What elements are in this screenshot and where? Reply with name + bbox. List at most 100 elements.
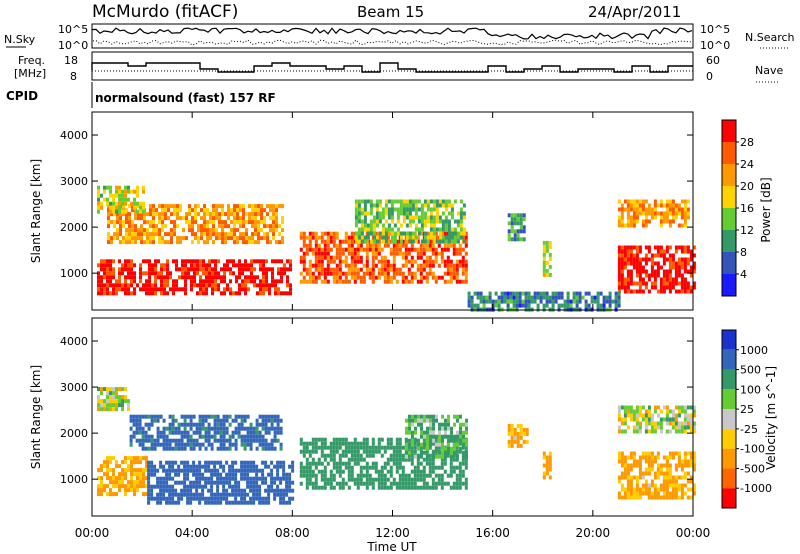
power-cbar-swatch (722, 186, 736, 208)
power-cbar-swatch (722, 164, 736, 186)
velocity-cbar-swatch (722, 389, 736, 410)
velocity-cbar-tick-label: 100 (740, 383, 761, 396)
nsky-tick-hi: 10^5 (58, 23, 88, 36)
power-ytick-label: 3000 (60, 175, 88, 188)
xtick-label: 08:00 (275, 526, 310, 540)
freq-tick-lo: 8 (70, 70, 77, 83)
velocity-y-axis-label: Slant Range [km] (29, 365, 43, 469)
nsearch-tick-hi: 10^5 (700, 23, 730, 36)
power-y-axis-label: Slant Range [km] (29, 159, 43, 263)
power-cbar-tick-label: 8 (740, 246, 747, 259)
cpid-text: normalsound (fast) 157 RF (95, 91, 276, 105)
velocity-colorbar: 1000 500 100 25 -25 -100 -500 -1000 (721, 329, 772, 509)
power-region-1 (107, 204, 284, 245)
velocity-cbar-swatch (722, 349, 736, 370)
power-cbar-tick-label: 28 (740, 136, 754, 149)
power-region-8 (617, 199, 690, 228)
power-cbar-swatch (722, 274, 736, 296)
velocity-cbar-tick-label: -1000 (740, 482, 772, 495)
power-cbar-swatch (722, 120, 736, 142)
velocity-cbar-tick-label: -25 (740, 423, 758, 436)
cpid-label: CPID (6, 89, 38, 103)
power-cbar-tick-label: 4 (740, 268, 747, 281)
power-ytick-label: 1000 (60, 267, 88, 280)
velocity-y-ticks: 4000 3000 2000 1000 (60, 335, 693, 486)
velocity-cbar-tick-label: -100 (740, 443, 765, 456)
power-region-4 (354, 199, 466, 244)
xtick-label: 16:00 (475, 526, 510, 540)
velocity-cbar-tick-label: 1000 (740, 344, 768, 357)
power-ytick-label: 4000 (60, 129, 88, 142)
power-region-6 (542, 240, 552, 277)
velocity-region-3 (97, 387, 130, 412)
velocity-region-6 (507, 423, 529, 448)
nsky-trace (91, 27, 693, 46)
power-region-2 (97, 185, 145, 214)
power-cbar-tick-label: 20 (740, 180, 754, 193)
nsearch-label: N.Search (745, 31, 795, 44)
x-axis-label: Time UT (366, 540, 417, 554)
nsearch-line (91, 39, 693, 46)
nave-tick-hi: 60 (706, 54, 720, 67)
power-cbar-tick-label: 24 (740, 158, 754, 171)
power-ytick-label: 2000 (60, 221, 88, 234)
velocity-cbar-swatch (722, 448, 736, 469)
station-title: McMurdo (fitACF) (92, 2, 238, 22)
nave-tick-lo: 0 (706, 70, 713, 83)
power-cbar-swatch (722, 142, 736, 164)
power-colorbar: 28 24 20 16 12 8 4 (721, 119, 754, 297)
date-title: 24/Apr/2011 (588, 3, 681, 21)
velocity-region-9 (617, 405, 696, 434)
power-region-7 (617, 245, 696, 294)
velocity-region-5 (405, 414, 468, 459)
velocity-region-1 (147, 460, 295, 505)
velocity-cbar-swatch (722, 330, 736, 350)
velocity-ytick-label: 2000 (60, 427, 88, 440)
velocity-cbar-tick-label: 25 (740, 403, 754, 416)
nsky-line (91, 27, 693, 40)
velocity-heatmap (97, 387, 696, 505)
velocity-ytick-label: 4000 (60, 335, 88, 348)
velocity-cbar-tick-label: -500 (740, 462, 765, 475)
xtick-label: 04:00 (175, 526, 210, 540)
xtick-label: 00:00 (75, 526, 110, 540)
power-cbar-swatch (722, 252, 736, 274)
power-region-5 (507, 213, 526, 242)
power-y-ticks: 4000 3000 2000 1000 (60, 129, 693, 280)
velocity-cbar-swatch (722, 428, 736, 449)
xtick-label: 00:00 (676, 526, 711, 540)
velocity-cbar-tick-label: 500 (740, 364, 761, 377)
velocity-ytick-label: 3000 (60, 381, 88, 394)
velocity-cbar-swatch (722, 488, 736, 508)
power-region-0 (97, 259, 292, 296)
velocity-region-7 (542, 451, 552, 480)
nave-label: Nave (755, 64, 783, 77)
freq-unit-label: [MHz] (14, 67, 46, 80)
x-axis-ticks: 00:00 04:00 08:00 12:00 16:00 20:00 00:00 (75, 112, 711, 540)
velocity-cbar-swatch (722, 409, 736, 429)
velocity-region-0 (97, 456, 148, 497)
freq-label: Freq. (18, 54, 45, 67)
velocity-cbar-frame (721, 329, 737, 509)
velocity-region-2 (129, 414, 283, 451)
freq-trace (91, 62, 693, 73)
power-cbar-swatch (722, 230, 736, 252)
power-cbar-swatch (722, 208, 736, 230)
velocity-region-4 (299, 437, 468, 490)
nsky-strip-frame (91, 23, 694, 49)
freq-line (91, 62, 693, 73)
velocity-ytick-label: 1000 (60, 473, 88, 486)
nsearch-tick-lo: 10^0 (700, 39, 730, 52)
velocity-colorbar-label: Velocity [m s^-1] (764, 366, 778, 470)
beam-title: Beam 15 (357, 3, 424, 21)
power-cbar-tick-label: 16 (740, 202, 754, 215)
xtick-label: 20:00 (576, 526, 611, 540)
power-heatmap (97, 185, 696, 312)
xtick-label: 12:00 (375, 526, 410, 540)
velocity-cbar-swatch (722, 468, 736, 489)
nsky-label: N.Sky (4, 33, 36, 46)
freq-tick-hi: 18 (64, 54, 78, 67)
power-colorbar-label: Power [dB] (759, 177, 773, 242)
velocity-region-8 (617, 451, 696, 500)
